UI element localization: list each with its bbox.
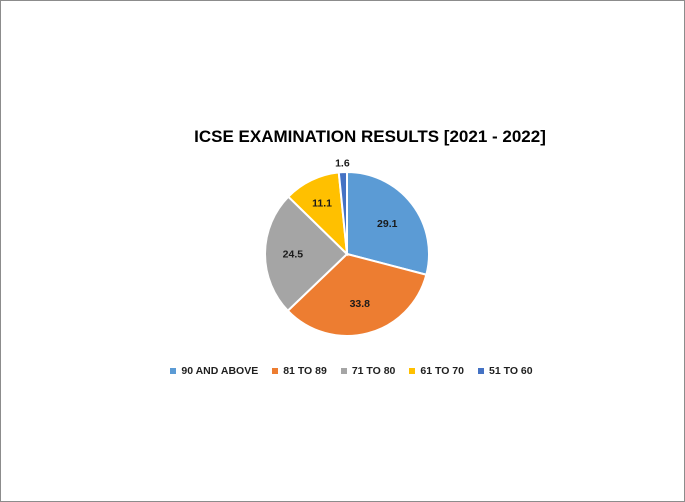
legend-swatch (478, 368, 484, 374)
legend-item-5: 51 TO 60 (478, 365, 533, 377)
legend-item-3: 71 TO 80 (340, 365, 396, 377)
legend-label: 61 TO 70 (420, 365, 464, 377)
legend-label: 51 TO 60 (489, 365, 533, 377)
legend-label: 71 TO 80 (351, 365, 396, 377)
legend: 90 AND ABOVE 81 TO 89 71 TO 80 61 TO 70 51 T… (1, 365, 684, 377)
data-label-4: 11.1 (312, 197, 332, 209)
data-label-3: 24.5 (283, 249, 304, 261)
legend-swatch (340, 368, 347, 374)
legend-swatch (409, 368, 416, 374)
pie-slice-5 (337, 170, 348, 255)
legend-item-2: 81 TO 89 (272, 365, 327, 377)
legend-item-1: 90 AND ABOVE (170, 365, 258, 377)
legend-swatch (170, 368, 177, 374)
data-label-5: 1.6 (335, 157, 350, 169)
pie-slice-2 (286, 252, 428, 337)
pie-slice-1 (346, 170, 430, 276)
legend-item-4: 61 TO 70 (409, 365, 464, 377)
pie-slice-3 (264, 195, 349, 313)
data-label-2: 33.8 (350, 298, 371, 310)
data-label-1: 29.1 (377, 218, 398, 230)
legend-label: 81 TO 89 (283, 365, 327, 377)
chart-title: ICSE EXAMINATION RESULTS [2021 - 2022] (194, 127, 546, 146)
legend-label: 90 AND ABOVE (181, 365, 259, 377)
legend-swatch (272, 368, 279, 374)
